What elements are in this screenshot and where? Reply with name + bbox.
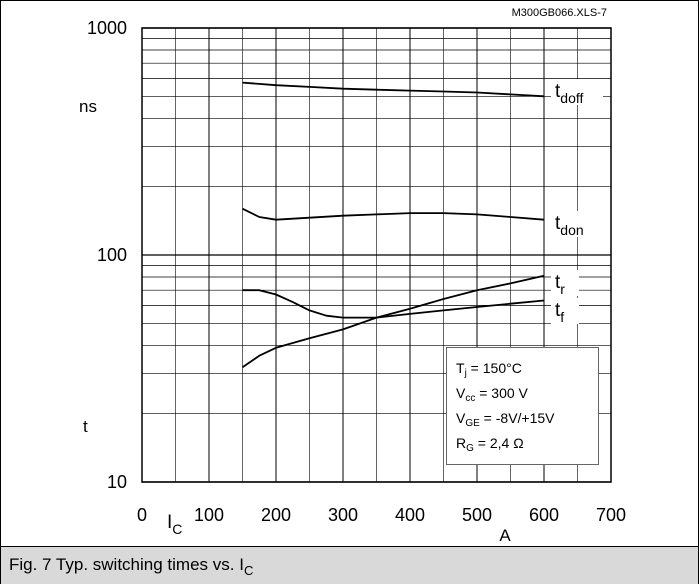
series-label-tf: tf: [555, 300, 564, 325]
x-tick-label: 700: [596, 505, 626, 525]
x-tick-label: 100: [194, 505, 224, 525]
conditions-box: Tj = 150°C Vcc = 300 V VGE = -8V/+15V RG…: [446, 347, 599, 465]
x-axis-unit-label: A: [499, 526, 511, 545]
series-label-tdon: tdon: [555, 213, 584, 238]
x-tick-label: 300: [328, 505, 358, 525]
series-label-bg: [551, 211, 595, 237]
series-line-tdoff: [242, 81, 545, 98]
series-label-bg: [551, 79, 603, 105]
condition-rg: RG = 2,4 Ω: [456, 435, 524, 454]
series-label-bg: [551, 270, 579, 296]
y-tick-label: 1000: [87, 18, 127, 38]
y-tick-label: 100: [97, 245, 127, 265]
x-axis-symbol-label: IC: [167, 512, 182, 537]
series-line-tf: [242, 289, 545, 319]
x-tick-label: 600: [529, 505, 559, 525]
series-label-tdoff: tdoff: [555, 81, 583, 106]
series-label-bg: [551, 298, 579, 324]
figure-caption: Fig. 7 Typ. switching times vs. IC: [9, 555, 254, 578]
y-axis-symbol-label: t: [83, 417, 88, 436]
series-line-tdon: [242, 207, 545, 221]
plot-border: [141, 27, 612, 483]
condition-vcc: Vcc = 300 V: [456, 385, 528, 404]
source-label: M300GB066.XLS-7: [512, 7, 607, 19]
series-label-tr: tr: [555, 272, 565, 297]
figure-caption-bar: Fig. 7 Typ. switching times vs. IC: [1, 546, 698, 584]
condition-vge: VGE = -8V/+15V: [456, 410, 555, 429]
x-tick-label: 200: [261, 505, 291, 525]
x-tick-label: 400: [395, 505, 425, 525]
y-axis-unit-label: ns: [79, 97, 97, 116]
x-tick-label: 500: [462, 505, 492, 525]
condition-tj: Tj = 150°C: [456, 360, 522, 379]
y-tick-label: 10: [107, 472, 127, 492]
x-tick-label: 0: [137, 505, 147, 525]
